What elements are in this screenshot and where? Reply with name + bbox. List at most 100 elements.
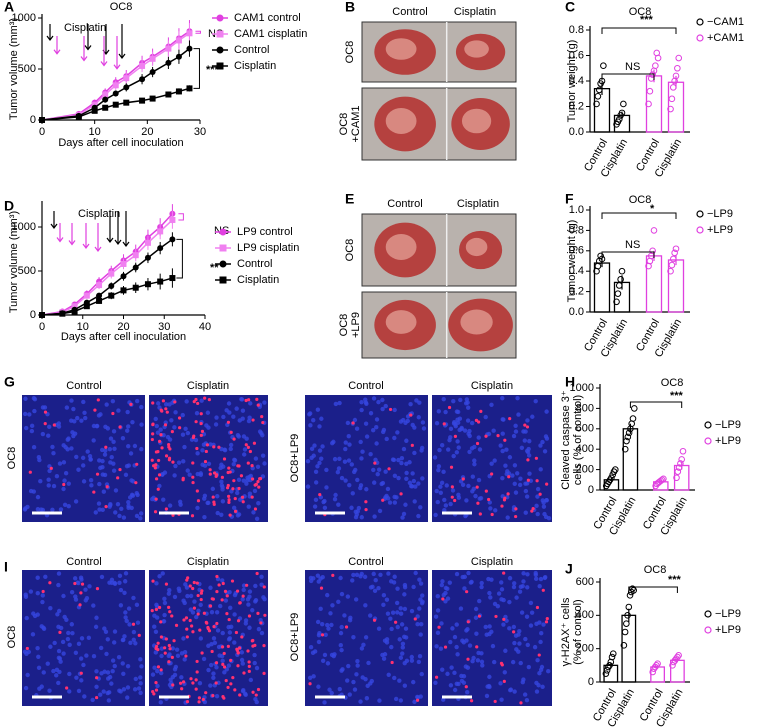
stain — [135, 462, 139, 466]
nucleus — [535, 486, 541, 492]
y-tick-label: 0 — [588, 676, 594, 688]
row-label: OC8 — [338, 314, 350, 337]
stain — [523, 423, 527, 427]
nucleus — [398, 698, 404, 703]
nucleus — [480, 663, 485, 668]
nucleus — [123, 571, 129, 576]
stain — [180, 687, 184, 691]
nucleus — [489, 461, 494, 466]
nucleus — [325, 661, 331, 666]
nucleus — [413, 570, 418, 576]
nucleus — [356, 505, 362, 511]
nucleus — [319, 416, 324, 421]
stain — [247, 664, 251, 668]
stain — [502, 679, 506, 683]
nucleus — [61, 460, 67, 465]
nucleus — [84, 596, 90, 601]
data-point — [620, 100, 627, 108]
nucleus — [48, 644, 53, 649]
stain — [164, 407, 168, 411]
stain — [116, 476, 120, 480]
stain — [211, 495, 215, 499]
stain — [185, 635, 189, 639]
nucleus — [337, 456, 342, 462]
stain — [252, 441, 257, 445]
marker — [165, 91, 172, 98]
nucleus — [415, 614, 420, 619]
nucleus — [247, 474, 252, 480]
stain — [199, 597, 203, 602]
nucleus — [501, 417, 506, 422]
nucleus — [342, 613, 347, 618]
nucleus — [93, 624, 99, 630]
stain — [538, 492, 542, 496]
data-point — [649, 247, 656, 255]
stain — [191, 480, 195, 485]
nucleus — [353, 467, 358, 473]
arrow-head — [53, 49, 61, 55]
nucleus — [83, 587, 88, 592]
data-point — [618, 267, 626, 275]
stain — [233, 509, 238, 513]
nucleus — [373, 577, 378, 583]
stain — [256, 480, 260, 484]
nucleus — [85, 449, 90, 454]
nucleus — [103, 424, 108, 430]
nucleus — [163, 402, 169, 407]
nucleus — [510, 659, 516, 665]
nucleus — [372, 514, 377, 519]
nucleus — [517, 589, 523, 594]
nucleus — [433, 614, 439, 619]
nucleus — [362, 574, 368, 580]
nucleus — [358, 439, 363, 445]
nucleus — [503, 463, 508, 468]
nucleus — [185, 593, 190, 599]
nucleus — [157, 483, 162, 489]
stain — [211, 694, 215, 698]
stain — [164, 454, 169, 458]
data-point — [653, 662, 660, 669]
nucleus — [311, 418, 316, 423]
stain — [200, 651, 204, 655]
data-point — [675, 464, 683, 471]
panel-letter: B — [345, 0, 355, 15]
nucleus — [443, 590, 448, 596]
stain — [111, 411, 115, 416]
nucleus — [179, 675, 184, 680]
panel-letter: D — [4, 198, 14, 214]
nucleus — [462, 428, 468, 433]
stain — [351, 421, 355, 425]
nucleus — [476, 477, 482, 483]
nucleus — [138, 681, 143, 686]
nucleus — [123, 615, 128, 620]
stain — [381, 498, 385, 502]
nucleus — [154, 581, 159, 586]
stain — [251, 690, 255, 694]
data-point — [617, 276, 624, 283]
nucleus — [217, 653, 222, 658]
nucleus — [76, 641, 82, 647]
marker — [139, 76, 146, 83]
nucleus — [155, 668, 160, 674]
legend-marker — [216, 30, 224, 38]
legend-marker — [696, 18, 704, 26]
marker — [186, 30, 193, 37]
nucleus — [40, 431, 46, 437]
y-tick-label: 200 — [576, 643, 594, 655]
legend-label: +CAM1 — [707, 32, 744, 44]
nucleus — [218, 603, 223, 609]
stain — [167, 456, 172, 460]
stain — [214, 661, 219, 665]
data-point — [675, 652, 682, 659]
marker — [91, 107, 98, 114]
stain — [49, 466, 53, 470]
nucleus — [451, 453, 456, 459]
y-tick-label: 0.2 — [569, 100, 584, 112]
micrograph — [432, 570, 552, 706]
legend-label: Cisplatin — [234, 60, 276, 72]
stain — [200, 589, 204, 593]
nucleus — [24, 615, 29, 621]
stain — [181, 680, 186, 684]
legend-label: +LP9 — [715, 435, 741, 447]
nucleus — [305, 458, 311, 464]
